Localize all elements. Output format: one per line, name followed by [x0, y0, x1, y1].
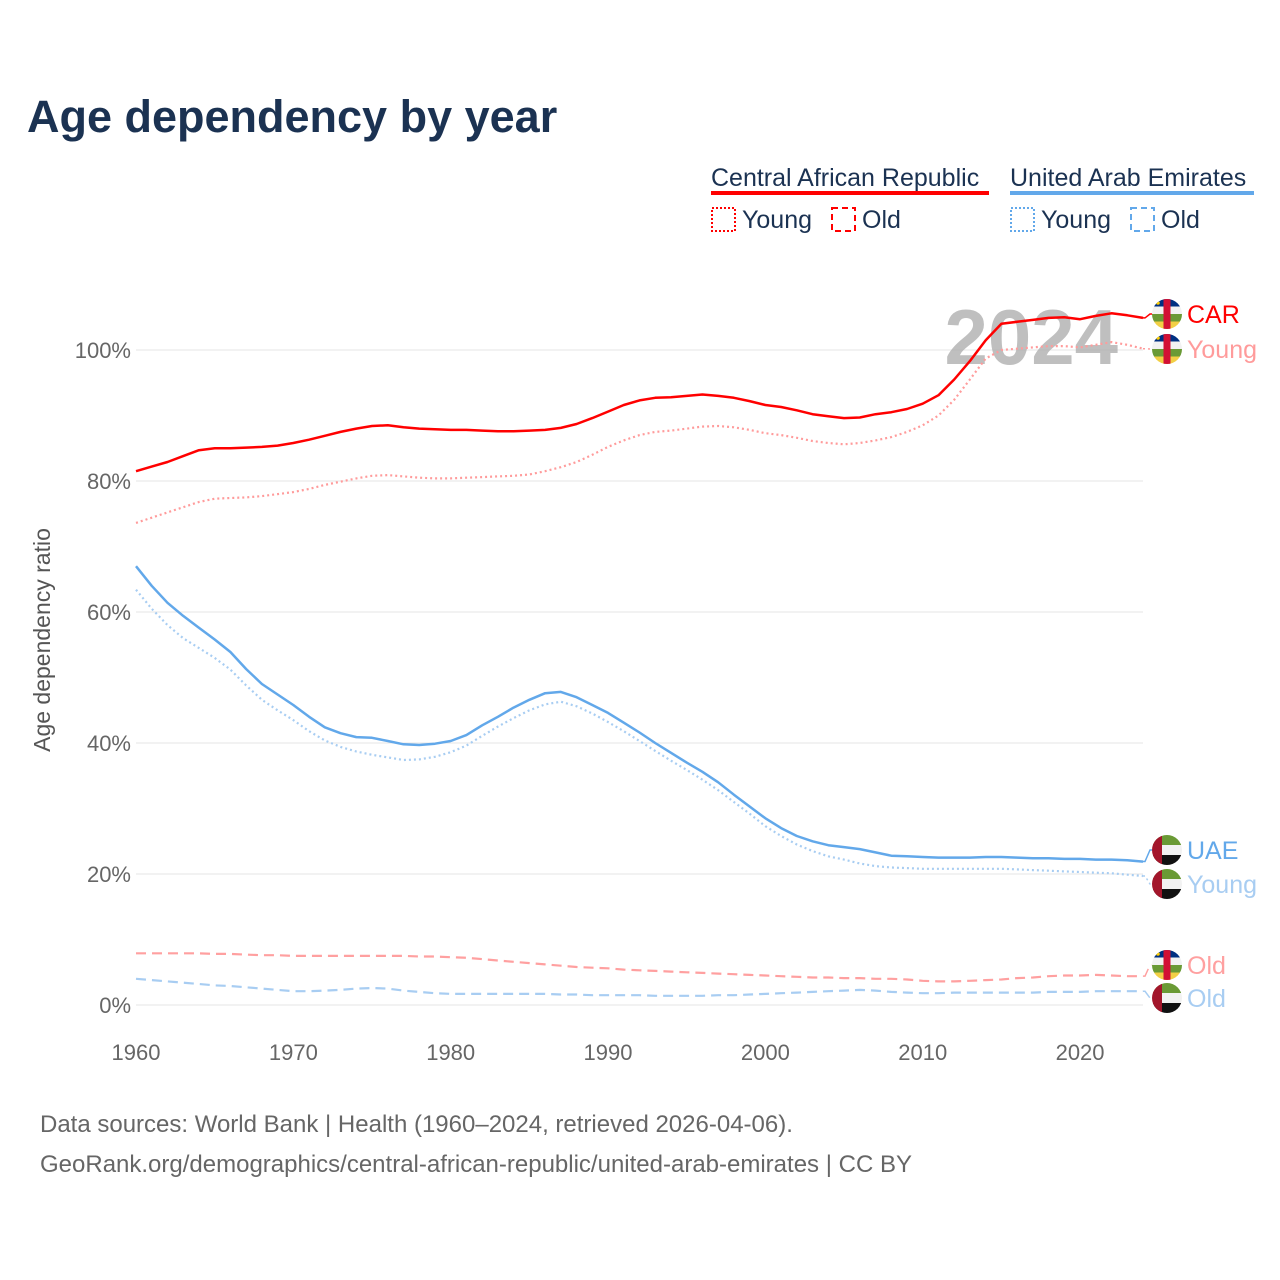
uae-flag-icon — [1152, 869, 1182, 899]
end-label: CAR — [1187, 301, 1240, 329]
y-tick-label: 20% — [87, 862, 131, 887]
y-tick-label: 40% — [87, 731, 131, 756]
car-flag-icon — [1152, 950, 1182, 980]
legend-car-old-swatch — [831, 207, 856, 232]
end-labels: CAR Young Old UAE Young Old — [1143, 299, 1257, 1013]
end-label-connector — [1143, 990, 1153, 999]
legend-car-young-swatch — [711, 207, 736, 232]
x-tick-label: 2020 — [1056, 1040, 1105, 1065]
x-tick-label: 1980 — [426, 1040, 475, 1065]
series-line-5 — [135, 977, 1143, 997]
end-label-connector — [1143, 313, 1153, 319]
legend-car-young-label: Young — [742, 206, 812, 234]
x-tick-label: 1960 — [112, 1040, 161, 1065]
y-axis-label: Age dependency ratio — [29, 528, 55, 752]
legend-uae-young-label: Young — [1041, 206, 1111, 234]
uae-flag-icon — [1152, 983, 1182, 1013]
x-tick-label: 1990 — [584, 1040, 633, 1065]
x-tick-label: 2010 — [898, 1040, 947, 1065]
y-tick-labels: 0% 20% 40% 60% 80% 100% — [75, 338, 131, 1018]
legend-uae-old-swatch — [1130, 207, 1155, 232]
series-line-0 — [135, 312, 1144, 473]
y-tick-label: 80% — [87, 469, 131, 494]
x-tick-labels: 1960 1970 1980 1990 2000 2010 2020 — [112, 1040, 1105, 1065]
legend-uae-young-swatch — [1010, 207, 1035, 232]
series-line-2 — [136, 952, 1143, 983]
legend-country-uae: United Arab Emirates — [1010, 164, 1246, 192]
x-tick-label: 2000 — [741, 1040, 790, 1065]
series-lines — [135, 312, 1144, 997]
car-flag-icon — [1152, 334, 1182, 364]
series-line-1 — [135, 341, 1144, 524]
legend-uae-old-label: Old — [1161, 206, 1200, 234]
legend-car-old-label: Old — [862, 206, 901, 234]
end-label-connector — [1143, 964, 1153, 977]
year-watermark: 2024 — [944, 293, 1118, 381]
y-tick-label: 0% — [99, 993, 131, 1018]
end-label-connector — [1143, 849, 1153, 863]
source-line-2[interactable]: GeoRank.org/demographics/central-african… — [40, 1151, 912, 1178]
source-line-1: Data sources: World Bank | Health (1960–… — [40, 1111, 793, 1138]
legend: Central African Republic Young Old Unite… — [711, 164, 1254, 234]
legend-car-underline — [711, 191, 989, 195]
y-tick-label: 100% — [75, 338, 131, 363]
end-label: Young — [1187, 336, 1257, 364]
end-label: Old — [1187, 985, 1226, 1013]
series-line-3 — [135, 565, 1144, 863]
y-tick-label: 60% — [87, 600, 131, 625]
car-flag-icon — [1152, 299, 1182, 329]
end-label: Old — [1187, 952, 1226, 980]
end-label-connector — [1143, 875, 1153, 885]
uae-flag-icon — [1152, 835, 1182, 865]
end-label: UAE — [1187, 837, 1238, 865]
gridlines — [136, 349, 1143, 1006]
x-tick-label: 1970 — [269, 1040, 318, 1065]
end-label: Young — [1187, 871, 1257, 899]
chart-title: Age dependency by year — [27, 91, 557, 142]
legend-uae-underline — [1010, 191, 1254, 195]
legend-country-car: Central African Republic — [711, 164, 979, 192]
